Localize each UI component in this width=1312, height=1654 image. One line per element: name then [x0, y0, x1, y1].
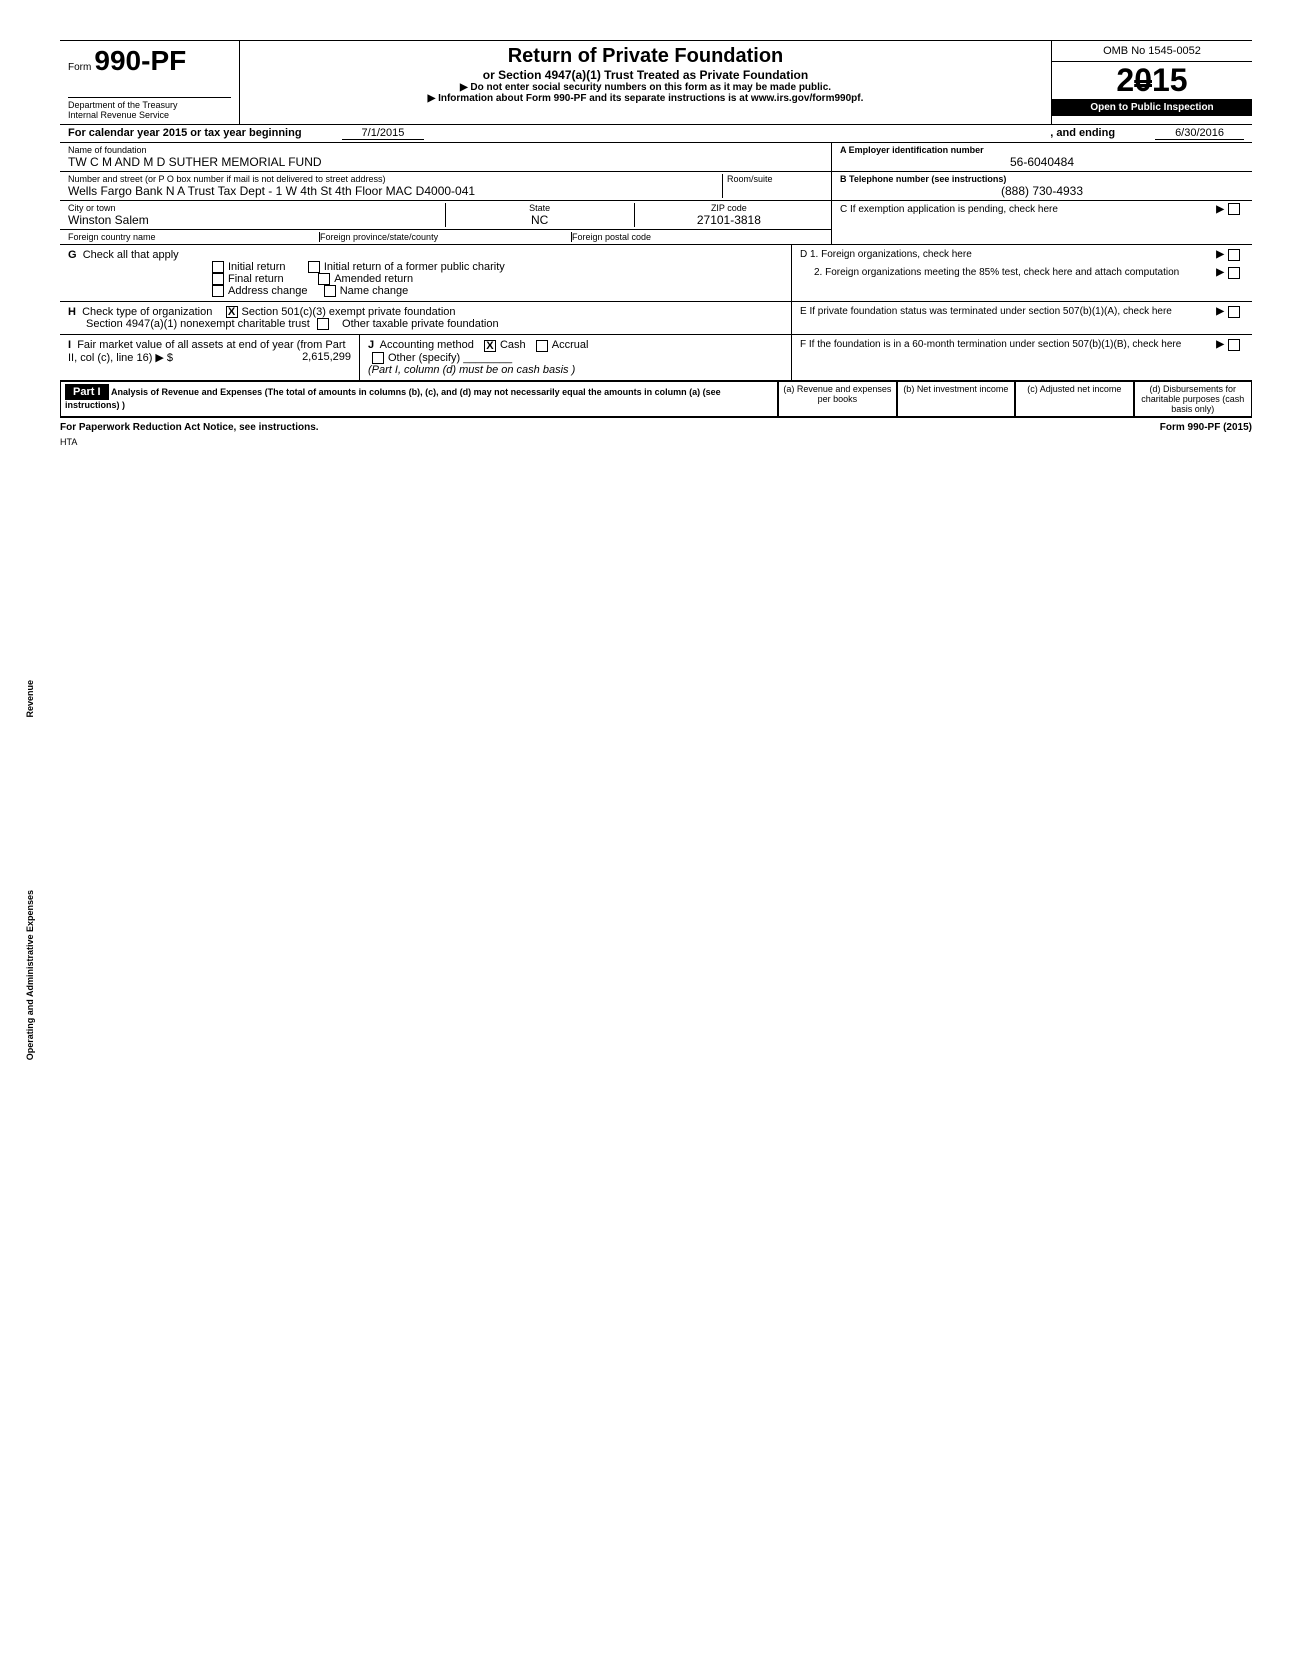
form-number: 990-PF: [94, 45, 186, 76]
d1-label: D 1. Foreign organizations, check here: [800, 249, 972, 261]
entity-info: Name of foundation TW C M AND M D SUTHER…: [60, 143, 1252, 245]
lbl-501c3: Section 501(c)(3) exempt private foundat…: [242, 306, 456, 318]
omb-number: OMB No 1545-0052: [1052, 41, 1252, 62]
chk-4947[interactable]: [317, 318, 329, 330]
col-a-header: (a) Revenue and expenses per books: [778, 381, 896, 417]
part1-header-row: Part I Analysis of Revenue and Expenses …: [60, 381, 1252, 418]
lbl-name-change: Name change: [340, 285, 409, 297]
section-i-j-f: I Fair market value of all assets at end…: [60, 335, 1252, 380]
foreign-postal-label: Foreign postal code: [572, 232, 823, 242]
subtitle: or Section 4947(a)(1) Trust Treated as P…: [250, 68, 1041, 82]
header-right: OMB No 1545-0052 2015 Open to Public Ins…: [1052, 41, 1252, 124]
chk-501c3[interactable]: X: [226, 306, 238, 318]
lbl-initial: Initial return: [228, 261, 285, 273]
part1-desc: Analysis of Revenue and Expenses (The to…: [65, 387, 721, 410]
warn-ssn: Do not enter social security numbers on …: [470, 82, 831, 93]
f-checkbox[interactable]: [1228, 339, 1240, 351]
foreign-province-label: Foreign province/state/county: [320, 232, 571, 242]
tax-year: 2015: [1052, 62, 1252, 99]
foreign-country-label: Foreign country name: [68, 232, 319, 242]
d1-checkbox[interactable]: [1228, 249, 1240, 261]
form-header: Form 990-PF Department of the Treasury I…: [60, 41, 1252, 125]
period-mid: , and ending: [1050, 127, 1115, 140]
chk-accrual[interactable]: [536, 340, 548, 352]
dept-irs: Internal Revenue Service: [68, 110, 231, 120]
chk-other-method[interactable]: [372, 352, 384, 364]
lbl-other-taxable: Other taxable private foundation: [342, 318, 499, 330]
chk-addr-change[interactable]: [212, 285, 224, 297]
section-g-d: G Check all that apply Initial return In…: [60, 245, 1252, 302]
lbl-addr-change: Address change: [228, 285, 308, 297]
d2-label: 2. Foreign organizations meeting the 85%…: [800, 267, 1179, 279]
form-990pf: Form 990-PF Department of the Treasury I…: [60, 40, 1252, 447]
i-label: I: [68, 339, 71, 351]
form-prefix: Form: [68, 62, 91, 73]
room-label: Room/suite: [727, 174, 823, 184]
ein: 56-6040484: [840, 155, 1244, 169]
h-text: Check type of organization: [82, 306, 212, 318]
form-footer: For Paperwork Reduction Act Notice, see …: [60, 418, 1252, 437]
main-title: Return of Private Foundation: [250, 45, 1041, 68]
period-end: 6/30/2016: [1155, 127, 1244, 140]
chk-cash[interactable]: X: [484, 340, 496, 352]
lbl-other-method: Other (specify): [388, 352, 460, 364]
col-c-header: (c) Adjusted net income: [1015, 381, 1133, 417]
j-label: J: [368, 339, 374, 351]
phone: (888) 730-4933: [840, 184, 1244, 198]
period-start: 7/1/2015: [342, 127, 425, 140]
paperwork-notice: For Paperwork Reduction Act Notice, see …: [60, 422, 319, 433]
tax-period-row: For calendar year 2015 or tax year begin…: [60, 125, 1252, 143]
foundation-name: TW C M AND M D SUTHER MEMORIAL FUND: [68, 155, 823, 169]
part1-table: Part I Analysis of Revenue and Expenses …: [60, 381, 1252, 418]
col-d-header: (d) Disbursements for charitable purpose…: [1134, 381, 1252, 417]
lbl-final: Final return: [228, 273, 284, 285]
chk-initial-former[interactable]: [308, 261, 320, 273]
i-value: 2,615,299: [302, 351, 351, 363]
d2-checkbox[interactable]: [1228, 267, 1240, 279]
vert-revenue: Revenue: [25, 680, 35, 718]
g-text: Check all that apply: [83, 249, 179, 261]
hta: HTA: [60, 437, 1252, 447]
ein-label: A Employer identification number: [840, 145, 1244, 155]
e-checkbox[interactable]: [1228, 306, 1240, 318]
form-ref: Form 990-PF (2015): [1160, 422, 1252, 433]
city: Winston Salem: [68, 213, 445, 227]
c-checkbox[interactable]: [1228, 203, 1240, 215]
chk-amended[interactable]: [318, 273, 330, 285]
zip: 27101-3818: [635, 213, 823, 227]
part1-label: Part I: [65, 384, 109, 400]
city-label: City or town: [68, 203, 445, 213]
dept-treasury: Department of the Treasury: [68, 100, 231, 110]
vert-expenses: Operating and Administrative Expenses: [25, 890, 35, 1060]
section-h-e: H Check type of organization X Section 50…: [60, 302, 1252, 335]
f-label: F If the foundation is in a 60-month ter…: [800, 339, 1181, 375]
state-label: State: [446, 203, 634, 213]
h-label: H: [68, 306, 76, 318]
lbl-cash: Cash: [500, 339, 526, 351]
form-number-box: Form 990-PF Department of the Treasury I…: [60, 41, 240, 124]
chk-initial[interactable]: [212, 261, 224, 273]
j-note: (Part I, column (d) must be on cash basi…: [368, 364, 575, 376]
chk-final[interactable]: [212, 273, 224, 285]
lbl-amended: Amended return: [334, 273, 413, 285]
foundation-addr: Wells Fargo Bank N A Trust Tax Dept - 1 …: [68, 184, 718, 198]
public-inspection: Open to Public Inspection: [1052, 99, 1252, 116]
lbl-4947: Section 4947(a)(1) nonexempt charitable …: [68, 318, 310, 330]
col-b-header: (b) Net investment income: [897, 381, 1015, 417]
lbl-accrual: Accrual: [552, 339, 589, 351]
g-label: G: [68, 249, 77, 261]
state: NC: [446, 213, 634, 227]
j-text: Accounting method: [380, 339, 474, 351]
phone-label: B Telephone number (see instructions): [840, 174, 1244, 184]
name-label: Name of foundation: [68, 145, 823, 155]
chk-name-change[interactable]: [324, 285, 336, 297]
zip-label: ZIP code: [635, 203, 823, 213]
warn-info: Information about Form 990-PF and its se…: [438, 93, 863, 104]
title-box: Return of Private Foundation or Section …: [240, 41, 1052, 124]
period-label: For calendar year 2015 or tax year begin…: [68, 127, 302, 140]
lbl-initial-former: Initial return of a former public charit…: [324, 261, 505, 273]
e-label: E If private foundation status was termi…: [800, 306, 1172, 330]
c-label: C If exemption application is pending, c…: [840, 204, 1058, 215]
addr-label: Number and street (or P O box number if …: [68, 174, 718, 184]
